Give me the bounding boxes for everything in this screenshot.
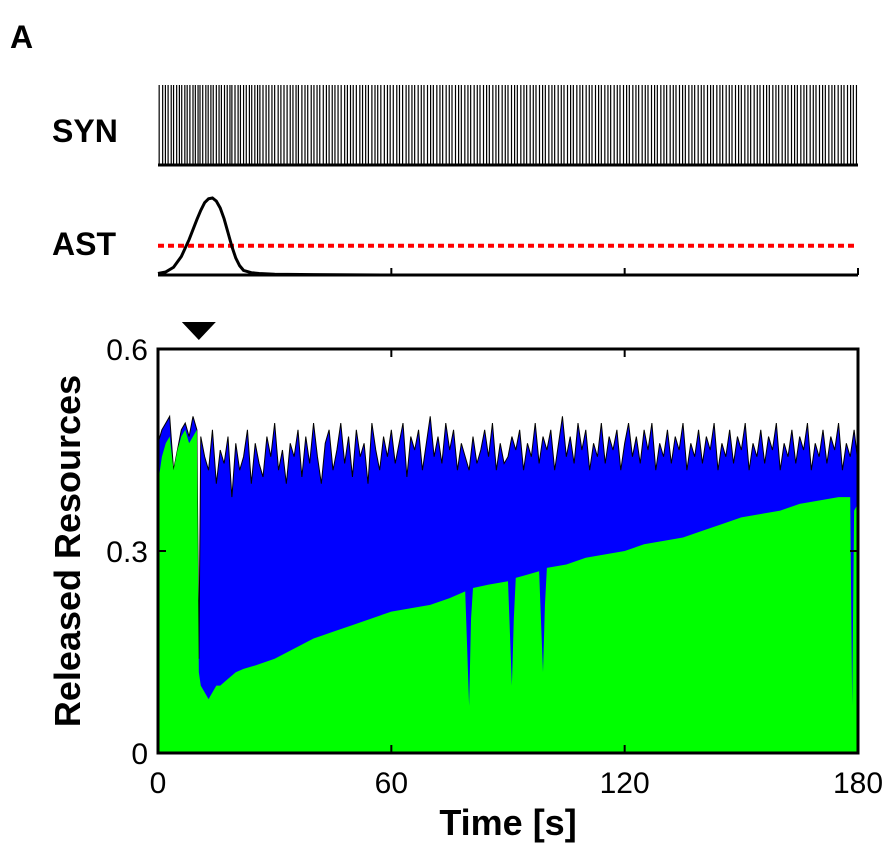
released-resources-plot: 0 60 120 180 0 0.3 0.6 Time [s] Released Resou… (47, 334, 883, 843)
x-tick-label: 180 (833, 767, 883, 800)
y-tick-label: 0 (131, 738, 148, 771)
axis-ticks: 0 60 120 180 0 0.3 0.6 (106, 334, 883, 800)
syn-label: SYN (52, 113, 118, 149)
y-tick-label: 0.6 (106, 334, 148, 367)
x-tick-label: 120 (600, 767, 650, 800)
y-tick-label: 0.3 (106, 536, 148, 569)
x-axis-label: Time [s] (439, 802, 576, 843)
y-axis-label: Released Resources (47, 375, 88, 727)
stimulus-marker (181, 322, 216, 340)
panel-label: A (10, 19, 33, 55)
syn-raster-panel: SYN (52, 85, 858, 167)
ast-panel: AST (52, 196, 859, 277)
x-tick-label: 0 (150, 767, 167, 800)
syn-spike-train (158, 85, 858, 165)
ast-label: AST (52, 226, 116, 262)
ast-calcium-curve (157, 196, 858, 277)
ast-ticks (390, 268, 859, 275)
series-green-area (158, 429, 858, 753)
x-tick-label: 60 (375, 767, 408, 800)
